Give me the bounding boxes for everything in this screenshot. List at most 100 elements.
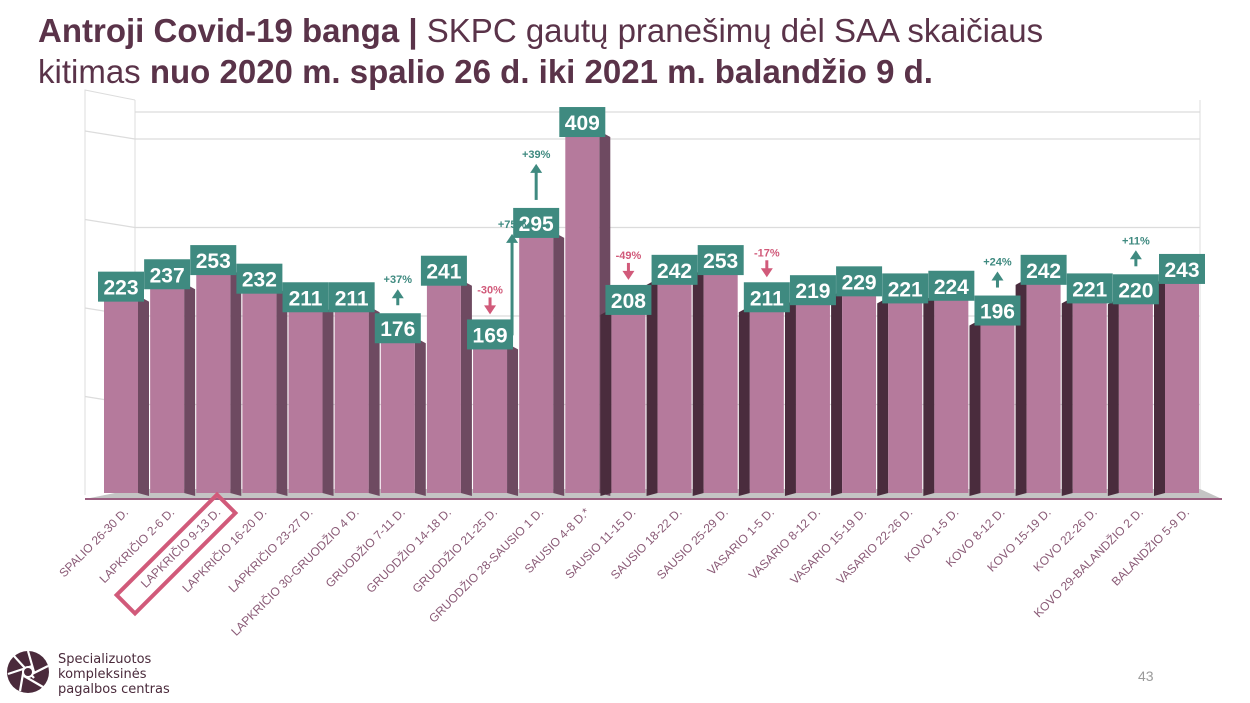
data-label-text: 219 bbox=[795, 280, 830, 303]
data-label-box bbox=[1020, 254, 1067, 285]
data-label: 243 bbox=[1159, 253, 1205, 284]
bar bbox=[784, 299, 830, 496]
bar-side-face bbox=[507, 343, 519, 496]
logo-text: Specializuotos kompleksinės pagalbos cen… bbox=[58, 652, 170, 697]
bar-side-face bbox=[692, 269, 704, 496]
data-label-box bbox=[928, 270, 975, 301]
bar bbox=[1061, 297, 1107, 496]
bar-front-face bbox=[749, 306, 784, 493]
data-label-text: 232 bbox=[242, 269, 277, 292]
data-label-box bbox=[882, 273, 929, 304]
data-label-text: 253 bbox=[196, 250, 231, 273]
bar bbox=[242, 287, 288, 496]
bar-front-face bbox=[657, 278, 692, 493]
data-label-box bbox=[605, 284, 652, 315]
data-label-text: 221 bbox=[888, 278, 923, 301]
chart-highlight bbox=[113, 491, 239, 617]
data-label: 211 bbox=[743, 282, 790, 313]
title-line2-bold: nuo 2020 m. spalio 26 d. iki 2021 m. bal… bbox=[149, 53, 933, 90]
bar bbox=[646, 278, 692, 496]
bar bbox=[923, 294, 969, 496]
data-label: 253 bbox=[190, 245, 237, 276]
x-tick-label: LAPKRIČIO 23-27 D. bbox=[225, 505, 316, 596]
data-label-text: 409 bbox=[565, 112, 600, 135]
page-number: 43 bbox=[1138, 668, 1154, 684]
title-normal-part: SKPC gautų pranešimų dėl SAA skaičiaus bbox=[426, 12, 1044, 49]
bar bbox=[104, 295, 149, 496]
chart-data-labels: 223 237 253 232 211 211 176 241 169 295 409 208 242 2… bbox=[98, 107, 1205, 350]
data-label-text: 229 bbox=[842, 271, 877, 294]
bar-front-face bbox=[242, 287, 277, 493]
bar bbox=[334, 306, 380, 496]
data-label-text: 243 bbox=[1164, 259, 1199, 282]
annotation-text: +75% bbox=[498, 219, 527, 231]
bar-side-face bbox=[368, 306, 380, 496]
arrow-down-head-icon bbox=[622, 270, 635, 280]
arrow-down-head-icon bbox=[760, 268, 773, 278]
data-label-box bbox=[328, 282, 375, 313]
bar bbox=[831, 290, 877, 496]
bar bbox=[288, 306, 334, 496]
data-label-box bbox=[559, 107, 606, 138]
bar bbox=[380, 337, 426, 496]
gridline-side bbox=[84, 218, 136, 229]
data-label-text: 169 bbox=[473, 324, 508, 347]
data-label-box bbox=[374, 313, 421, 344]
bar-front-face bbox=[888, 297, 923, 493]
bar-front-face bbox=[104, 295, 138, 493]
data-label-text: 176 bbox=[380, 318, 415, 341]
bar-side-face bbox=[969, 319, 981, 496]
data-label-box bbox=[236, 263, 283, 294]
data-label: 176 bbox=[374, 313, 421, 344]
data-label-box bbox=[513, 207, 560, 238]
data-label: 219 bbox=[789, 275, 836, 306]
data-label: 208 bbox=[605, 284, 652, 315]
data-label-box bbox=[1112, 274, 1159, 305]
data-label-text: 295 bbox=[519, 213, 554, 236]
data-label: 241 bbox=[420, 255, 467, 286]
bar bbox=[1154, 277, 1199, 496]
annotation-text: -17% bbox=[754, 247, 780, 259]
change-annotation: -49% bbox=[616, 250, 641, 280]
title-line2-normal: kitimas bbox=[38, 53, 141, 90]
chart-bars bbox=[104, 131, 1199, 497]
side-wall bbox=[84, 89, 136, 495]
bar bbox=[519, 231, 565, 497]
bar bbox=[877, 297, 923, 496]
data-label: 237 bbox=[144, 259, 191, 290]
data-label-box bbox=[144, 259, 191, 290]
bar-front-face bbox=[611, 308, 646, 493]
data-label-text: 223 bbox=[103, 277, 138, 300]
bar-front-face bbox=[565, 131, 600, 493]
data-label: 221 bbox=[1066, 273, 1113, 304]
data-label-box bbox=[98, 271, 144, 302]
annotation-text: +11% bbox=[1122, 235, 1150, 247]
bar bbox=[150, 283, 196, 496]
data-label-text: 224 bbox=[934, 276, 969, 299]
change-annotation: +37% bbox=[384, 274, 413, 306]
bar-side-face bbox=[877, 297, 889, 496]
data-label-box bbox=[651, 254, 698, 285]
bar-side-face bbox=[784, 299, 796, 496]
arrow-up-head-icon bbox=[506, 233, 519, 243]
bar-side-face bbox=[1154, 277, 1165, 496]
data-label-text: 211 bbox=[335, 287, 369, 310]
data-label-text: 211 bbox=[750, 287, 784, 310]
annotation-text: +37% bbox=[384, 274, 413, 286]
slide-title: Antroji Covid-19 banga | SKPC gautų pran… bbox=[38, 10, 1238, 92]
data-label: 295 bbox=[513, 207, 560, 238]
bar-side-face bbox=[138, 295, 149, 496]
bar-front-face bbox=[934, 294, 969, 493]
x-tick-label: LAPKRIČIO 9-13 D. bbox=[137, 505, 223, 591]
bar-side-face bbox=[414, 337, 426, 496]
data-label: 224 bbox=[928, 270, 975, 301]
change-annotation: -30% bbox=[477, 284, 503, 315]
data-label-text: 253 bbox=[703, 250, 738, 273]
bar-front-face bbox=[150, 283, 185, 493]
data-label-text: 196 bbox=[980, 301, 1015, 324]
data-label: 223 bbox=[98, 271, 144, 302]
data-label-text: 237 bbox=[150, 264, 185, 287]
bar-front-face bbox=[1072, 297, 1107, 493]
title-line-1: Antroji Covid-19 banga | SKPC gautų pran… bbox=[38, 10, 1238, 51]
logo-line-3: pagalbos centras bbox=[58, 682, 170, 697]
